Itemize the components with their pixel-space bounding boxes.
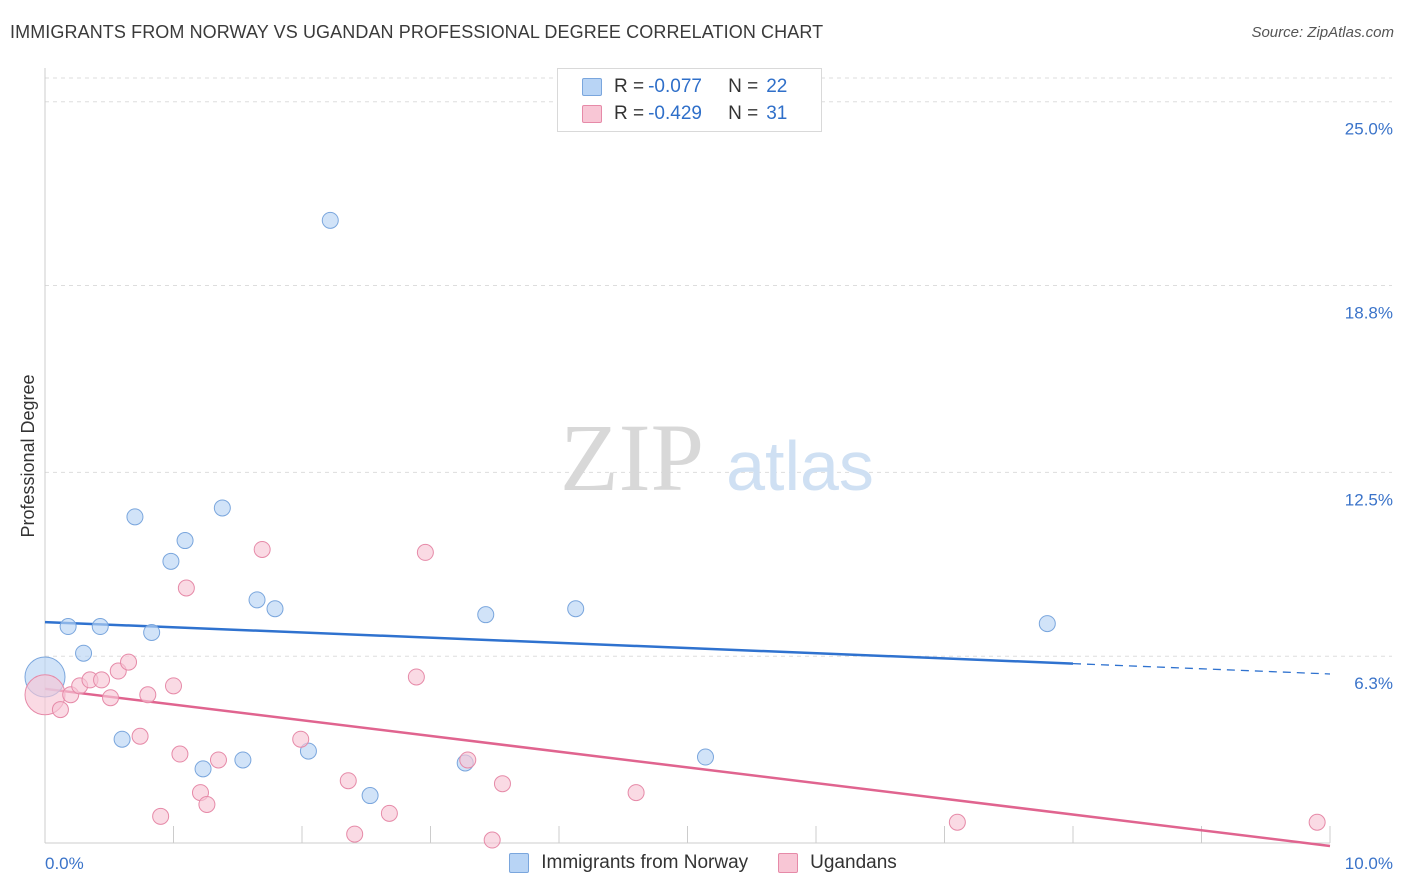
norway-point xyxy=(477,606,495,624)
norway-swatch xyxy=(582,78,602,96)
norway-trend-line xyxy=(44,620,1074,665)
ugandan-point xyxy=(131,727,149,745)
norway-point xyxy=(248,591,266,609)
x-tick-labels: 0.0% 10.0% xyxy=(45,854,1393,873)
ugandan-point xyxy=(627,784,645,802)
ugandan-point xyxy=(171,745,189,763)
r-value: -0.077 xyxy=(648,76,702,97)
y-tick-label: 25.0% xyxy=(1345,120,1393,139)
y-tick-label: 12.5% xyxy=(1345,490,1393,509)
norway-point xyxy=(266,600,284,618)
data-points xyxy=(24,211,1326,849)
norway-point xyxy=(299,742,317,760)
y-tick-labels: 6.3% 12.5% 18.8% 25.0% xyxy=(1345,120,1393,693)
ugandan-point xyxy=(407,668,425,686)
legend-row-ugandans: R = -0.429 N = 31 xyxy=(582,101,787,127)
ugandan-point xyxy=(253,540,271,558)
norway-point xyxy=(75,644,93,662)
ugandan-point xyxy=(483,831,501,849)
ugandan-point xyxy=(346,825,364,843)
ugandan-point xyxy=(152,807,170,825)
source-label: Source: ZipAtlas.com xyxy=(1251,24,1394,41)
y-axis-label: Professional Degree xyxy=(18,374,38,537)
norway-point xyxy=(113,730,131,748)
ugandan-point xyxy=(292,730,310,748)
norway-point xyxy=(567,600,585,618)
x-tick-label-min: 0.0% xyxy=(45,854,84,873)
r-label: R = xyxy=(614,103,645,124)
legend-ugandans-label: Ugandans xyxy=(810,852,897,873)
ugandan-point xyxy=(198,795,216,813)
n-value: 31 xyxy=(766,103,788,124)
ugandan-point xyxy=(416,543,434,561)
norway-trend-extension xyxy=(1072,662,1331,675)
ugandan-point xyxy=(165,677,182,695)
norway-point xyxy=(1038,615,1056,633)
norway-point xyxy=(91,618,109,636)
n-label: N = xyxy=(728,103,759,124)
n-value: 22 xyxy=(766,76,788,97)
norway-point xyxy=(143,623,161,641)
ugandan-trend-line xyxy=(44,687,1331,848)
ugandans-swatch xyxy=(582,105,602,123)
ugandan-point xyxy=(1308,813,1326,831)
legend-item-ugandans: Ugandans xyxy=(778,852,897,874)
legend-norway-label: Immigrants from Norway xyxy=(541,852,749,873)
norway-point xyxy=(194,760,212,778)
ugandan-point xyxy=(493,775,511,793)
x-tick-label-max: 10.0% xyxy=(1345,854,1393,873)
series-legend: Immigrants from Norway Ugandans xyxy=(0,852,1406,874)
norway-point xyxy=(59,618,77,636)
trend-lines xyxy=(44,620,1331,848)
norway-point xyxy=(126,508,144,526)
r-label: R = xyxy=(614,76,645,97)
ugandan-point xyxy=(380,804,398,822)
ugandans-swatch xyxy=(778,853,799,873)
ugandan-point xyxy=(139,686,157,704)
ugandan-point xyxy=(102,689,120,707)
ugandan-point xyxy=(177,579,195,597)
ugandan-point xyxy=(948,813,966,831)
norway-point xyxy=(234,751,252,769)
ugandan-point xyxy=(51,701,69,719)
watermark: ZIP atlas xyxy=(560,404,874,511)
r-value: -0.429 xyxy=(648,103,702,124)
norway-point xyxy=(321,211,339,229)
watermark-atlas: atlas xyxy=(726,427,874,505)
y-tick-label: 6.3% xyxy=(1354,674,1393,693)
norway-point xyxy=(176,532,194,550)
norway-point xyxy=(162,552,180,570)
ugandan-point xyxy=(120,653,138,671)
norway-swatch xyxy=(509,853,530,873)
n-label: N = xyxy=(728,76,759,97)
norway-point xyxy=(361,787,379,805)
ugandan-point xyxy=(339,772,357,790)
ugandan-point xyxy=(93,671,111,689)
ugandan-point xyxy=(209,751,227,769)
watermark-zip: ZIP xyxy=(560,404,704,511)
legend-row-norway: R = -0.077 N = 22 xyxy=(582,74,787,100)
chart-title: IMMIGRANTS FROM NORWAY VS UGANDAN PROFES… xyxy=(10,22,824,42)
y-tick-label: 18.8% xyxy=(1345,304,1393,323)
gridlines xyxy=(45,77,1392,657)
legend-item-norway: Immigrants from Norway xyxy=(509,852,748,874)
ugandan-point xyxy=(459,751,477,769)
correlation-legend: R = -0.077 N = 22 R = -0.429 N = 31 xyxy=(557,68,822,132)
norway-point xyxy=(696,748,714,766)
norway-point xyxy=(213,499,231,517)
